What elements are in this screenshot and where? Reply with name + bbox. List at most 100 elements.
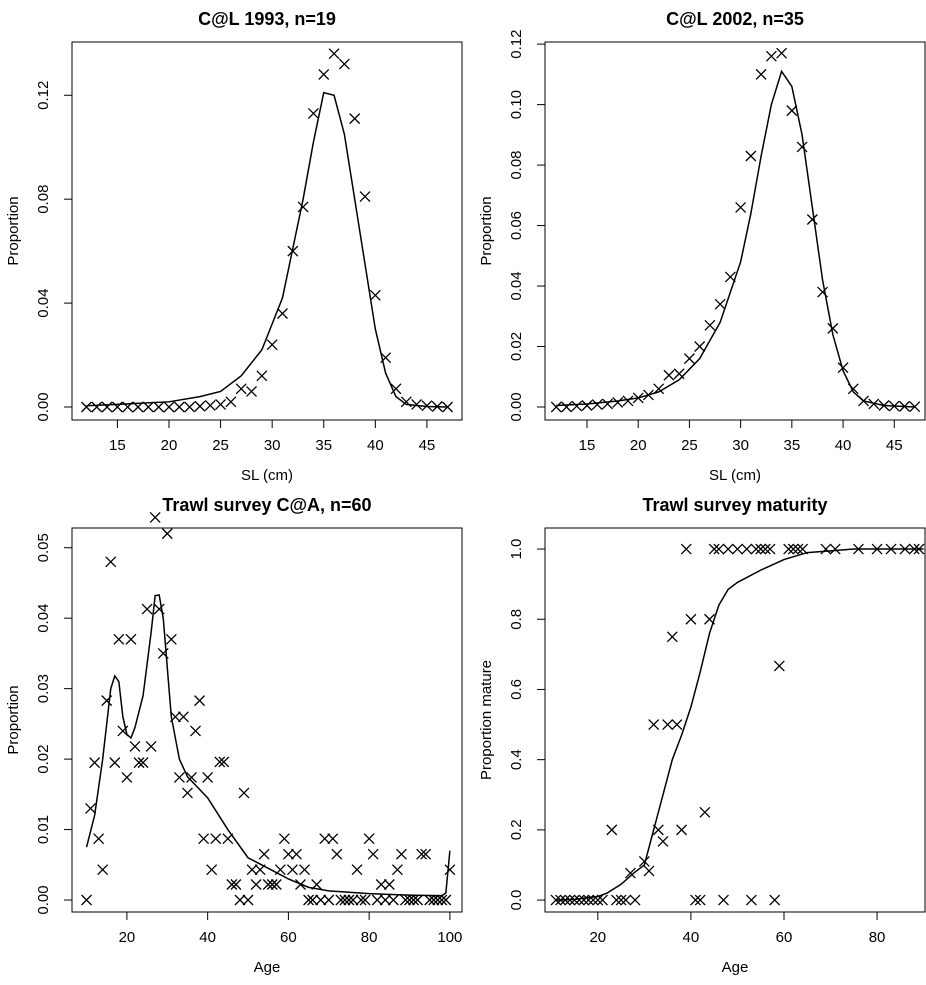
data-point — [745, 150, 757, 162]
x-tick-label: 60 — [280, 929, 297, 946]
data-point — [355, 894, 367, 906]
data-point — [820, 543, 832, 555]
data-point — [234, 894, 246, 906]
data-point — [133, 757, 145, 769]
plot-frame — [544, 527, 926, 913]
data-point — [683, 353, 695, 365]
fit-line — [85, 594, 451, 897]
data-point — [318, 69, 330, 80]
data-point — [367, 848, 379, 860]
data-point — [428, 894, 440, 906]
plot-frame — [544, 41, 926, 421]
data-point — [315, 894, 327, 906]
data-point — [620, 894, 632, 906]
data-point — [400, 894, 411, 906]
data-point — [612, 397, 624, 408]
x-tick-label: 100 — [437, 929, 462, 946]
fit-line — [556, 69, 915, 408]
x-tick-label: 80 — [361, 929, 378, 946]
data-point — [578, 894, 590, 906]
data-point — [722, 543, 734, 555]
y-axis-label: Proportion — [478, 196, 495, 265]
data-point — [347, 894, 359, 906]
data-point — [327, 833, 339, 845]
data-point — [246, 864, 258, 876]
data-point — [190, 725, 201, 737]
data-point — [262, 879, 274, 890]
y-tick-label: 0.2 — [508, 819, 525, 840]
data-point — [773, 660, 785, 672]
x-tick-label: 30 — [264, 437, 281, 454]
data-point — [270, 879, 282, 890]
data-point — [561, 401, 572, 413]
data-point — [338, 58, 350, 70]
data-point — [776, 47, 788, 59]
data-point — [359, 191, 371, 203]
y-axis-label: Proportion — [5, 196, 22, 265]
data-point — [643, 865, 655, 877]
data-point — [186, 771, 197, 783]
y-tick-label: 0.12 — [35, 81, 52, 110]
data-point — [97, 864, 109, 876]
data-point — [796, 141, 808, 153]
data-point — [629, 894, 641, 906]
data-point — [662, 719, 674, 731]
y-tick-label: 0.05 — [35, 533, 52, 562]
data-point — [137, 757, 149, 769]
data-point — [242, 894, 254, 906]
data-point — [238, 787, 250, 799]
data-point — [764, 543, 776, 555]
x-tick-label: 40 — [367, 437, 384, 454]
data-point — [277, 308, 288, 319]
data-point — [755, 543, 767, 555]
data-point — [343, 894, 355, 906]
y-axis-label: Proportion — [5, 685, 22, 754]
data-point — [165, 633, 177, 645]
data-point — [291, 848, 302, 860]
data-point — [246, 385, 257, 397]
x-tick-label: 80 — [869, 929, 886, 946]
data-point — [550, 401, 562, 413]
data-point — [442, 401, 454, 413]
y-tick-label: 0.12 — [508, 30, 525, 59]
data-point — [787, 543, 799, 555]
data-point — [412, 894, 424, 906]
chart-title: Trawl survey maturity — [642, 495, 827, 515]
data-point — [390, 383, 402, 395]
data-point — [573, 894, 585, 906]
data-point — [204, 399, 216, 411]
data-point — [379, 894, 391, 906]
data-point — [708, 543, 720, 555]
data-point — [581, 400, 593, 411]
data-point — [125, 633, 137, 645]
data-point — [741, 543, 753, 555]
data-point — [783, 543, 795, 555]
data-point — [786, 105, 798, 117]
data-point — [198, 833, 210, 845]
data-point — [194, 695, 206, 707]
data-point — [704, 319, 716, 331]
data-point — [105, 556, 117, 568]
data-point — [328, 48, 340, 60]
data-point — [837, 362, 849, 374]
data-point — [206, 864, 218, 876]
y-tick-label: 0.08 — [508, 150, 525, 179]
data-point — [745, 894, 757, 906]
data-point — [278, 833, 290, 845]
data-point — [694, 894, 706, 906]
data-point — [256, 370, 268, 382]
y-tick-label: 0.08 — [35, 185, 52, 214]
y-tick-label: 0.01 — [35, 815, 52, 844]
data-point — [769, 894, 781, 906]
data-point — [145, 740, 157, 752]
data-point — [731, 543, 743, 555]
data-point — [266, 339, 278, 351]
data-point — [258, 848, 270, 860]
data-point — [440, 894, 452, 906]
data-point — [226, 879, 238, 890]
data-point — [323, 894, 335, 906]
data-point — [602, 398, 613, 410]
data-point — [210, 833, 222, 845]
